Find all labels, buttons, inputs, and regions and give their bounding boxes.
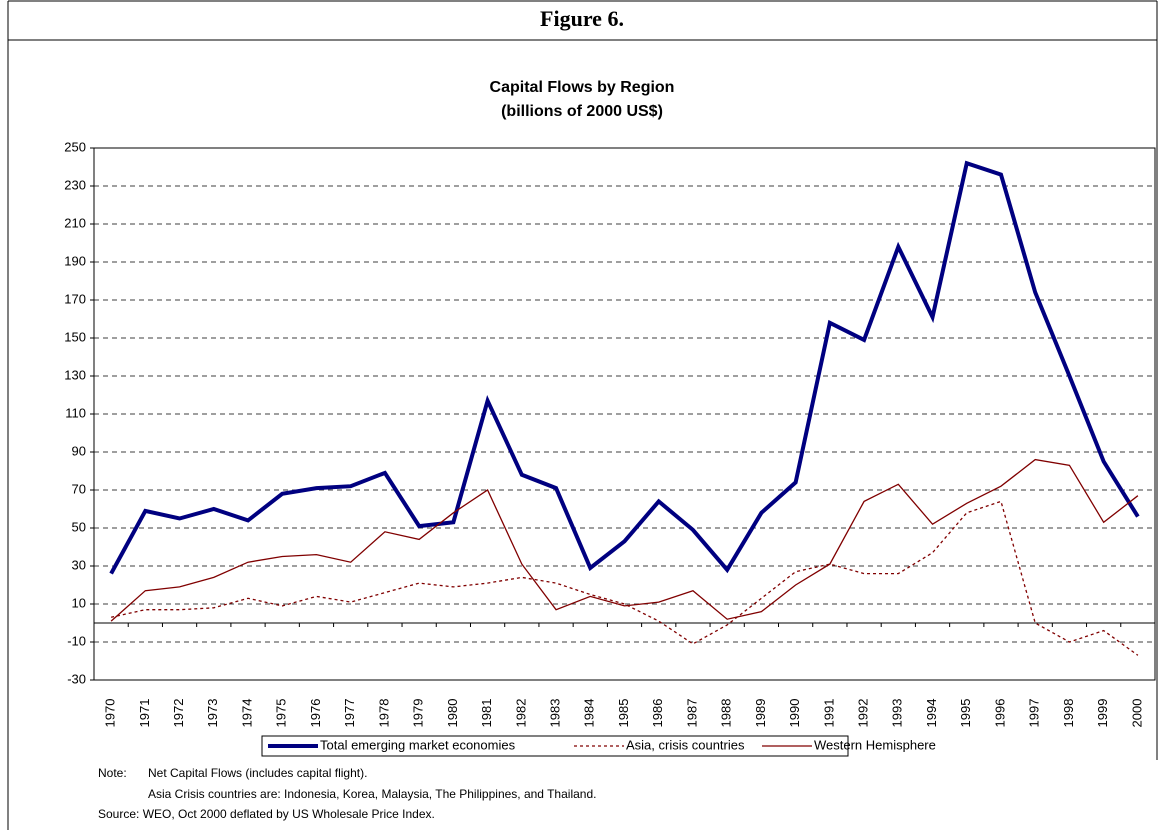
x-tick-label: 1978	[376, 699, 391, 728]
x-tick-label: 1982	[513, 699, 528, 728]
y-tick-label: 70	[72, 481, 86, 496]
chart-subtitle: (billions of 2000 US$)	[501, 103, 663, 120]
y-tick-label: -10	[67, 633, 86, 648]
series-line	[110, 500, 1139, 656]
x-tick-label: 1972	[171, 699, 186, 728]
x-tick-label: 1985	[616, 699, 631, 728]
x-tick-label: 1973	[205, 699, 220, 728]
note-label: Note:	[98, 766, 127, 780]
y-tick-label: 250	[64, 139, 86, 154]
x-tick-label: 1975	[274, 699, 289, 728]
series-line	[110, 458, 1139, 622]
x-tick-label: 1998	[1061, 699, 1076, 728]
x-tick-label: 1976	[308, 699, 323, 728]
x-tick-label: 1990	[787, 699, 802, 728]
series-line	[109, 160, 1140, 575]
x-tick-label: 1986	[650, 699, 665, 728]
x-tick-label: 1997	[1027, 699, 1042, 728]
y-tick-label: 110	[65, 405, 86, 420]
x-tick-label: 1988	[719, 699, 734, 728]
x-tick-label: 1981	[479, 699, 494, 728]
x-tick-label: 1974	[239, 699, 254, 728]
y-tick-label: 90	[72, 443, 86, 458]
y-tick-label: 210	[64, 215, 86, 230]
x-tick-label: 1984	[582, 699, 597, 728]
x-tick-label: 1970	[103, 699, 118, 728]
y-tick-label: 190	[64, 253, 86, 268]
y-tick-label: 230	[64, 177, 86, 192]
x-tick-label: 1991	[821, 699, 836, 728]
x-tick-label: 1980	[445, 699, 460, 728]
figure-header: Figure 6.	[540, 6, 624, 31]
x-tick-label: 1979	[411, 699, 426, 728]
y-tick-label: 130	[64, 367, 86, 382]
x-tick-label: 1987	[684, 699, 699, 728]
x-tick-label: 1993	[890, 699, 905, 728]
x-tick-label: 2000	[1129, 699, 1144, 728]
x-tick-label: 1994	[924, 699, 939, 728]
x-tick-label: 1977	[342, 699, 357, 728]
note-source: Source: WEO, Oct 2000 deflated by US Who…	[98, 807, 435, 821]
legend-label: Total emerging market economies	[320, 737, 516, 752]
note-line: Asia Crisis countries are: Indonesia, Ko…	[148, 787, 596, 801]
x-tick-label: 1989	[753, 699, 768, 728]
legend-label: Asia, crisis countries	[626, 737, 745, 752]
x-tick-label: 1999	[1095, 699, 1110, 728]
x-tick-label: 1996	[992, 699, 1007, 728]
y-tick-label: 30	[72, 557, 86, 572]
y-tick-label: 50	[72, 519, 86, 534]
chart-title: Capital Flows by Region	[490, 79, 675, 96]
x-tick-label: 1992	[856, 699, 871, 728]
note-line: Net Capital Flows (includes capital flig…	[148, 766, 367, 780]
x-tick-label: 1983	[547, 699, 562, 728]
x-tick-label: 1995	[958, 699, 973, 728]
y-tick-label: 170	[64, 291, 86, 306]
y-tick-label: 10	[72, 595, 86, 610]
legend-label: Western Hemisphere	[814, 737, 936, 752]
legend-box	[261, 735, 849, 757]
y-tick-label: -30	[67, 671, 86, 686]
y-tick-label: 150	[64, 329, 86, 344]
x-tick-label: 1971	[137, 699, 152, 728]
